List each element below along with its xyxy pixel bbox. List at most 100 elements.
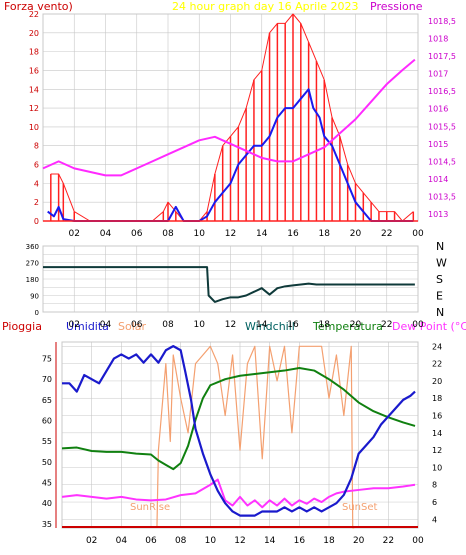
panel-2-left-tick: 180 [26,276,39,284]
panel-3-x-tick: 20 [353,536,365,546]
panel-2-left-tick: 360 [26,243,39,251]
panel-1-left-tick: 6 [34,161,39,170]
panel-1-x-tick: 16 [287,229,299,239]
panel-1-right-tick: 1017 [428,70,448,79]
panel-1-left-tick: 16 [29,66,39,75]
panel-2-x-tick: 02 [69,320,80,330]
panel-3-left-tick: 55 [42,437,52,446]
pressure-axis-label: Pressione [370,0,423,13]
panel-3-left-tick: 65 [42,396,52,405]
panel-1-right-tick: 1017,5 [428,52,456,61]
panel-1-left-tick: 8 [34,142,39,151]
panel-3-x-tick: 18 [323,536,335,546]
panel-2-x-tick: 06 [131,320,143,330]
legend-dew-point: Dew Point (°C) [392,320,466,333]
panel-2-x-tick: 22 [381,320,392,330]
panel-1-left-tick: 14 [29,85,39,94]
panel-3-x-tick: 00 [412,536,424,546]
panel-1-right-tick: 1015,5 [428,122,456,131]
panel-1-left-tick: 20 [29,29,39,38]
panel-1-right-tick: 1014,5 [428,157,456,166]
wind-gust-line [50,13,414,222]
pressure-line [42,58,416,177]
panel-2-x-tick: 12 [225,320,236,330]
legend-solar: Solar [118,320,147,333]
panel-3-right-tick: 16 [432,412,442,421]
panel-3-x-tick: 06 [145,536,157,546]
panel-2-x-tick: 14 [256,320,268,330]
panel-3-left-tick: 45 [42,479,52,488]
panel-1-x-tick: 12 [225,229,236,239]
panel-3-right-tick: 18 [432,394,442,403]
panel-1-left-tick: 10 [29,123,39,132]
panel-1-right-tick: 1015 [428,140,448,149]
panel-2-x-tick: 08 [162,320,174,330]
dew-point-line [61,478,416,509]
legend-rain: Pioggia [2,320,42,333]
panel-1-right-tick: 1013 [428,210,448,219]
panel-3-x-tick: 04 [116,536,128,546]
panel-3-left-tick: 40 [42,499,52,508]
temperature-line [61,366,416,471]
panel-3-x-tick: 14 [264,536,276,546]
wind-direction-line [43,266,415,303]
panel-1-left-tick: 22 [29,10,39,19]
panel-3-right-tick: 8 [432,481,437,490]
humidity-line [62,345,416,517]
panel-3-x-tick: 10 [205,536,217,546]
panel-3-x-tick: 16 [294,536,306,546]
panel-1-x-tick: 10 [194,229,206,239]
panel-1-left-tick: 12 [29,104,39,113]
wind-axis-label: Forza vento) [4,0,73,13]
panel-2-x-tick: 04 [100,320,112,330]
panel-2-x-tick: 20 [350,320,362,330]
panel-2-x-tick: 16 [287,320,299,330]
panel-2-x-tick: 00 [412,320,424,330]
panel-1-left-tick: 18 [29,48,39,57]
chart-title: 24 hour graph day 16 Aprile 2023 [172,0,359,13]
panel-1-x-tick: 14 [256,229,268,239]
panel-1-left-tick: 4 [34,179,39,188]
panel-1-x-tick: 22 [381,229,392,239]
panel-1-x-tick: 02 [69,229,80,239]
panel-3-right-tick: 20 [432,377,442,386]
panel-2-left-tick: 270 [26,260,39,268]
panel-2-compass-tick: S [436,273,443,286]
legend-humidity: Umidita [66,320,109,333]
panel-3-right-tick: 24 [432,342,442,351]
panel-1-x-tick: 04 [100,229,112,239]
panel-2-compass-tick: N [436,240,444,253]
panel-2-compass-tick: E [436,290,443,303]
panel-3-x-tick: 08 [175,536,187,546]
panel-3-right-tick: 12 [432,446,442,455]
panel-1-right-tick: 1018 [428,35,448,44]
panel-1-x-tick: 00 [412,229,424,239]
panel-1-right-tick: 1014 [428,175,448,184]
panel-1-x-tick: 08 [162,229,174,239]
panel-3-right-tick: 14 [432,429,442,438]
panel-2-left-tick: 0 [35,309,39,317]
panel-3-right-tick: 4 [432,515,437,524]
panel-1-right-tick: 1013,5 [428,192,456,201]
panel-1-left-tick: 0 [34,217,39,226]
panel-2-x-tick: 10 [194,320,206,330]
panel-2-left-tick: 90 [30,293,39,301]
sunset-label: SunSet [342,502,378,513]
panel-1-right-tick: 1016 [428,105,448,114]
solar-line [156,345,355,529]
panel-3-left-tick: 75 [42,355,52,364]
panel-1-right-tick: 1016,5 [428,87,456,96]
panel-2-x-tick: 18 [319,320,331,330]
panel-1-x-tick: 20 [350,229,362,239]
panel-3-left-tick: 50 [42,458,52,467]
panel-3-x-tick: 02 [86,536,97,546]
panel-1-x-tick: 18 [319,229,331,239]
panel-3-right-tick: 22 [432,360,442,369]
panel-3-left-tick: 60 [42,417,52,426]
panel-3-x-tick: 22 [383,536,394,546]
panel-1-right-tick: 1018,5 [428,17,456,26]
panel-3-left-tick: 70 [42,375,52,384]
sunrise-label: SunRise [130,502,170,513]
